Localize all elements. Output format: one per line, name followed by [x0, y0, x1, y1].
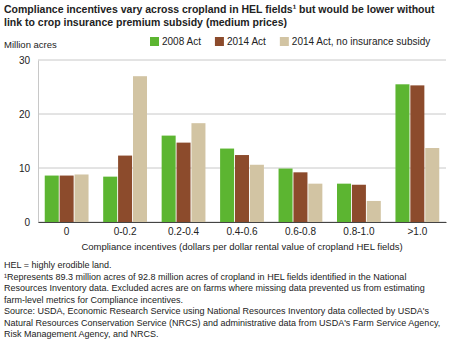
legend: 2008 Act 2014 Act 2014 Act, no insurance s… [150, 36, 430, 47]
x-tick-label: 0.4-0.6 [226, 226, 258, 237]
note: HEL = highly erodible land. [4, 260, 112, 270]
x-tick-label: 0 [64, 226, 70, 237]
legend-swatch [150, 37, 159, 46]
y-tick-label: 10 [19, 163, 31, 174]
title: Compliance incentives vary across cropla… [4, 3, 435, 28]
y-tick: 30 [19, 55, 38, 66]
bar [308, 184, 322, 222]
y-tick: 10 [19, 163, 38, 174]
bar [279, 169, 293, 222]
x-tick: 0.2-0.4 [168, 222, 200, 237]
bars [45, 76, 440, 222]
bar [191, 123, 205, 222]
y-tick-label: 30 [19, 55, 31, 66]
y-axis-title: Million acres [4, 39, 57, 50]
bar [293, 172, 307, 222]
note-line: Source: USDA, Economic Research Service … [4, 306, 429, 316]
x-tick-label: >1.0 [407, 226, 427, 237]
x-tick: 0.4-0.6 [226, 222, 258, 237]
note-line: farm-level metrics for Compliance incent… [4, 295, 183, 305]
bar [395, 84, 409, 222]
bar [337, 184, 351, 222]
note-line: Natural Resources Conservation Service (… [4, 318, 440, 328]
y-axis-line [38, 61, 39, 223]
note-line: ¹Represents 89.3 million acres of 92.8 m… [4, 272, 406, 282]
x-tick: >1.0 [407, 222, 427, 237]
y-tick-label: 20 [19, 109, 31, 120]
bar [352, 185, 366, 222]
bar [45, 176, 59, 222]
title-line: Compliance incentives vary across cropla… [4, 3, 435, 15]
bar [118, 156, 132, 222]
bar [177, 143, 191, 222]
bar [367, 201, 381, 222]
bar [250, 165, 264, 222]
bar [60, 176, 74, 222]
grid-line [38, 114, 446, 115]
x-tick-label: 0-0.2 [114, 226, 137, 237]
note-line: Risk Management Agency, and NRCS. [4, 329, 158, 339]
legend-label: 2014 Act, no insurance subsidy [292, 36, 430, 47]
bar [162, 136, 176, 222]
x-axis-title: Compliance incentives (dollars per dolla… [81, 241, 402, 252]
grid-line [38, 60, 446, 61]
x-tick-label: 0.8-1.0 [343, 226, 375, 237]
x-axis: 0 0-0.2 0.2-0.4 0.4-0.6 0.6-0.8 0.8-1.0 >1.0 [39, 222, 447, 237]
x-tick: 0.8-1.0 [343, 222, 375, 237]
y-axis: 0 10 20 30 [19, 55, 39, 228]
legend-swatch [280, 37, 289, 46]
note-line: HEL = highly erodible land. [4, 260, 112, 270]
y-tick-label: 0 [24, 217, 30, 228]
legend-label: 2008 Act [162, 36, 201, 47]
x-axis-line [39, 222, 447, 223]
x-tick: 0.6-0.8 [285, 222, 317, 237]
x-tick-label: 0.2-0.4 [168, 226, 200, 237]
legend-swatch [215, 37, 224, 46]
x-tick-label: 0.6-0.8 [285, 226, 317, 237]
y-tick: 0 [24, 217, 38, 228]
bar [220, 149, 234, 222]
bar [425, 148, 439, 222]
note: Source: USDA, Economic Research Service … [4, 306, 440, 339]
legend-label: 2014 Act [227, 36, 266, 47]
note: ¹Represents 89.3 million acres of 92.8 m… [4, 272, 425, 305]
x-tick: 0 [64, 222, 70, 237]
chart: Compliance incentives vary across cropla… [0, 0, 450, 356]
y-tick: 20 [19, 109, 38, 120]
bar [103, 177, 117, 222]
title-line: link to crop insurance premium subsidy (… [4, 16, 287, 28]
note-line: Resources Inventory data. Excluded acres… [4, 283, 425, 293]
grid [38, 60, 446, 222]
x-tick: 0-0.2 [114, 222, 137, 237]
bar [133, 76, 147, 222]
bar [235, 155, 249, 222]
bar [75, 174, 89, 222]
bar [410, 85, 424, 222]
